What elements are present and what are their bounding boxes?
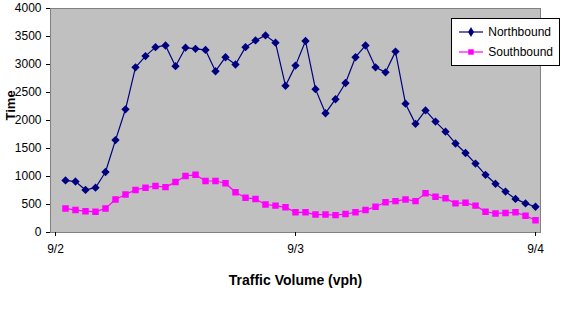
svg-text:9/2: 9/2 <box>47 242 64 256</box>
svg-text:Time: Time <box>3 90 18 120</box>
svg-text:9/3: 9/3 <box>287 242 304 256</box>
svg-text:500: 500 <box>21 197 41 211</box>
svg-text:2500: 2500 <box>15 85 42 99</box>
svg-text:1500: 1500 <box>15 141 42 155</box>
svg-text:0: 0 <box>35 225 42 239</box>
svg-text:9/4: 9/4 <box>527 242 544 256</box>
html-text:Southbound: Southbound <box>488 45 553 59</box>
svg-text:1000: 1000 <box>15 169 42 183</box>
svg-text:Traffic Volume (vph): Traffic Volume (vph) <box>229 272 363 288</box>
svg-text:2000: 2000 <box>15 113 42 127</box>
svg-text:4000: 4000 <box>15 1 42 15</box>
html-text:Northbound: Northbound <box>488 25 551 39</box>
svg-text:3000: 3000 <box>15 57 42 71</box>
svg-text:3500: 3500 <box>15 29 42 43</box>
